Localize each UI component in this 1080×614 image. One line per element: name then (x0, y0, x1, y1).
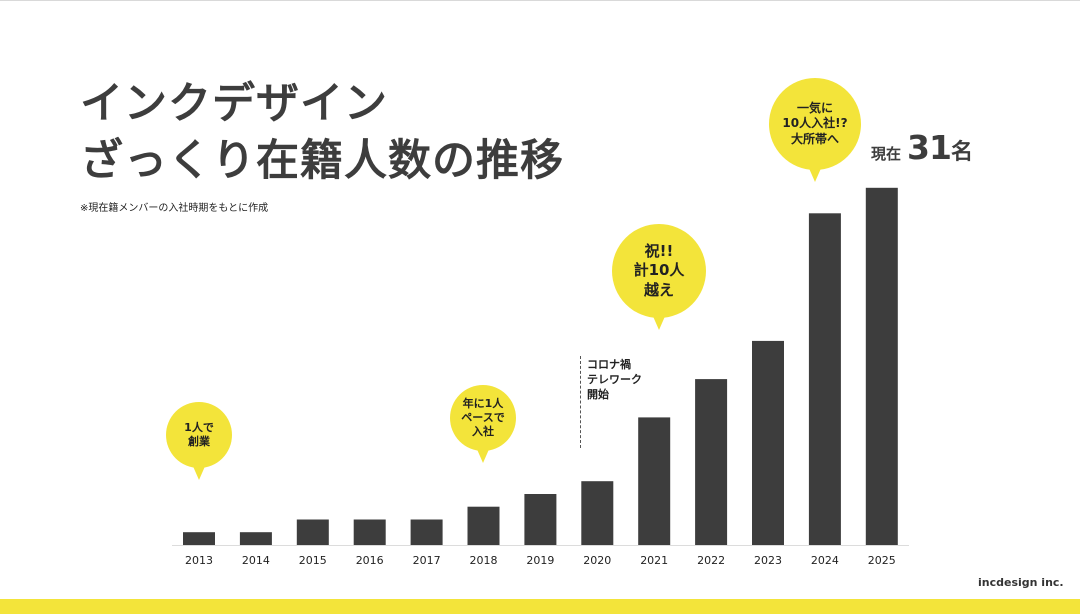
corona-marker-line (580, 356, 581, 448)
x-tick-label-2024: 2024 (811, 554, 839, 567)
footer-accent-bar (0, 599, 1080, 614)
bar-2015 (296, 519, 329, 545)
callout-founding: 1人で 創業 (166, 402, 232, 480)
bar-2021 (638, 417, 671, 545)
callout-ten-members: 祝!! 計10人 越え (612, 224, 706, 330)
bar-2018 (467, 506, 500, 545)
x-tick-label-2013: 2013 (185, 554, 213, 567)
x-tick-label-2025: 2025 (868, 554, 896, 567)
bar-2024 (808, 213, 841, 546)
bar-2023 (752, 340, 784, 545)
bar-2014 (239, 532, 272, 545)
bar-2019 (524, 494, 557, 545)
company-logo: incdesign inc. (978, 576, 1064, 589)
current-label: 現在 (871, 145, 902, 163)
current-headcount: 現在 31名 (871, 128, 973, 167)
callout-pace: 年に1人 ペースで 入社 (450, 385, 516, 463)
x-tick-label-2018: 2018 (470, 554, 498, 567)
title-line-1: インクデザイン (80, 79, 388, 129)
callout-big-team-text: 一気に 10人入社!? 大所帯へ (782, 100, 848, 146)
callout-ten-members-text: 祝!! 計10人 越え (633, 241, 685, 299)
current-value: 31 (907, 128, 952, 167)
corona-annotation: コロナ禍 テレワーク 開始 (587, 358, 642, 401)
callout-pace-text: 年に1人 ペースで 入社 (461, 396, 505, 439)
bar-2016 (353, 519, 386, 545)
x-tick-label-2023: 2023 (754, 554, 782, 567)
x-tick-label-2019: 2019 (526, 554, 554, 567)
x-tick-label-2021: 2021 (640, 554, 668, 567)
current-unit: 名 (950, 140, 973, 165)
top-divider (0, 0, 1080, 1)
bar-2020 (581, 481, 614, 545)
bar-2013 (183, 532, 215, 545)
x-tick-label-2014: 2014 (242, 554, 270, 567)
x-tick-label-2015: 2015 (299, 554, 327, 567)
callout-big-team: 一気に 10人入社!? 大所帯へ (769, 78, 861, 182)
bar-2025 (865, 187, 898, 546)
footnote: ※現在籍メンバーの入社時期をもとに作成 (80, 203, 269, 214)
title-line-2: ざっくり在籍人数の推移 (80, 136, 564, 186)
x-tick-label-2016: 2016 (356, 554, 384, 567)
page-title: インクデザイン ざっくり在籍人数の推移 (80, 76, 564, 190)
bar-2022 (695, 379, 728, 545)
x-tick-label-2022: 2022 (697, 554, 725, 567)
callout-founding-text: 1人で 創業 (184, 420, 214, 448)
x-tick-label-2017: 2017 (413, 554, 441, 567)
x-tick-label-2020: 2020 (583, 554, 611, 567)
bar-2017 (410, 519, 443, 545)
